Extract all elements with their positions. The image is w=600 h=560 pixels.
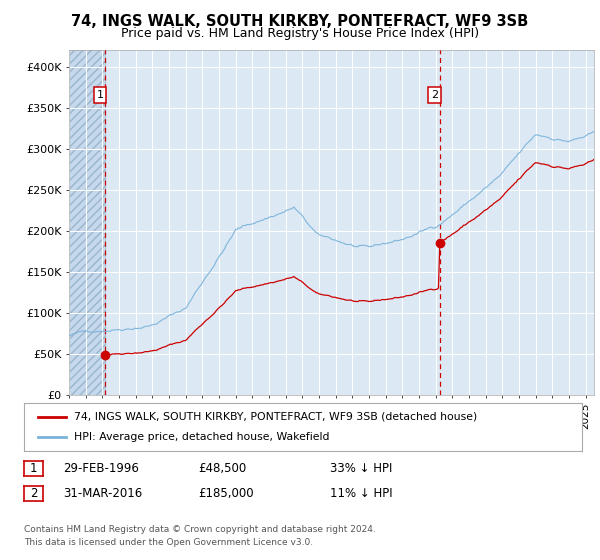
Text: £185,000: £185,000 <box>198 487 254 501</box>
Text: 31-MAR-2016: 31-MAR-2016 <box>63 487 142 501</box>
Text: 1: 1 <box>30 462 37 475</box>
Text: Contains HM Land Registry data © Crown copyright and database right 2024.: Contains HM Land Registry data © Crown c… <box>24 525 376 534</box>
Text: 2: 2 <box>30 487 37 501</box>
Text: 1: 1 <box>97 90 104 100</box>
Text: 29-FEB-1996: 29-FEB-1996 <box>63 462 139 475</box>
Text: 74, INGS WALK, SOUTH KIRKBY, PONTEFRACT, WF9 3SB: 74, INGS WALK, SOUTH KIRKBY, PONTEFRACT,… <box>71 14 529 29</box>
Text: 33% ↓ HPI: 33% ↓ HPI <box>330 462 392 475</box>
Text: 11% ↓ HPI: 11% ↓ HPI <box>330 487 392 501</box>
Text: 74, INGS WALK, SOUTH KIRKBY, PONTEFRACT, WF9 3SB (detached house): 74, INGS WALK, SOUTH KIRKBY, PONTEFRACT,… <box>74 412 478 422</box>
Bar <box>69 50 105 395</box>
Text: This data is licensed under the Open Government Licence v3.0.: This data is licensed under the Open Gov… <box>24 538 313 547</box>
Text: HPI: Average price, detached house, Wakefield: HPI: Average price, detached house, Wake… <box>74 432 330 442</box>
Text: Price paid vs. HM Land Registry's House Price Index (HPI): Price paid vs. HM Land Registry's House … <box>121 27 479 40</box>
Text: £48,500: £48,500 <box>198 462 246 475</box>
Bar <box>69 50 105 395</box>
Text: 2: 2 <box>431 90 439 100</box>
